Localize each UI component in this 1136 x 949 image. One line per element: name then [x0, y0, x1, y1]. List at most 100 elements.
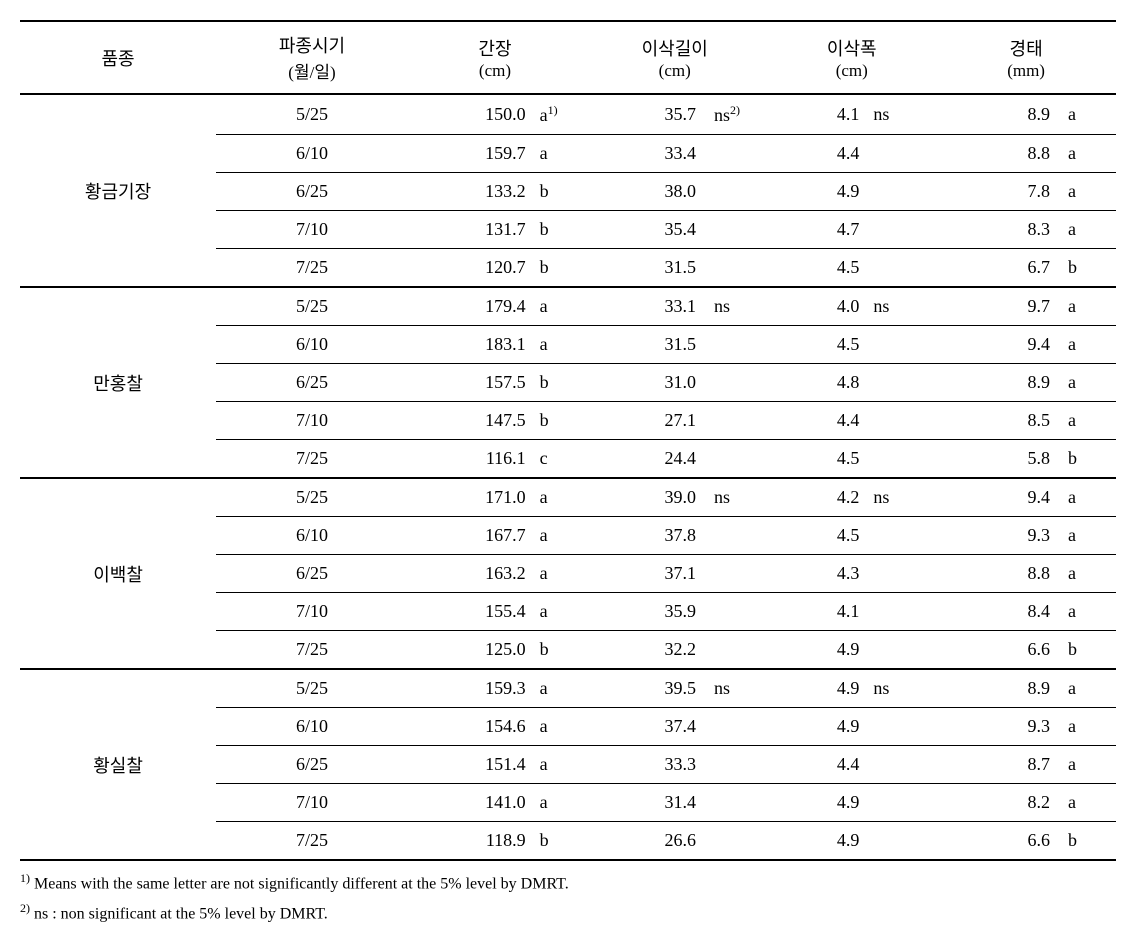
ear-width-sig [865, 593, 936, 631]
date-cell: 6/10 [216, 517, 408, 555]
ear-length-sig [702, 517, 767, 555]
ear-width-sig: ns [865, 94, 936, 135]
culm-sig: b [528, 822, 582, 861]
stem-value: 8.9 [936, 364, 1056, 402]
date-cell: 7/10 [216, 593, 408, 631]
ear-length-sig [702, 135, 767, 173]
ear-width-value: 4.5 [767, 440, 865, 479]
culm-sig: a [528, 326, 582, 364]
stem-value: 9.4 [936, 326, 1056, 364]
ear-width-sig: ns [865, 478, 936, 517]
ear-length-value: 39.0 [582, 478, 702, 517]
stem-value: 9.7 [936, 287, 1056, 326]
stem-value: 8.8 [936, 555, 1056, 593]
ear-width-value: 4.1 [767, 94, 865, 135]
culm-value: 120.7 [408, 249, 528, 288]
stem-value: 9.3 [936, 708, 1056, 746]
date-cell: 6/25 [216, 173, 408, 211]
stem-value: 8.3 [936, 211, 1056, 249]
culm-value: 163.2 [408, 555, 528, 593]
ear-width-sig [865, 402, 936, 440]
ear-length-value: 31.0 [582, 364, 702, 402]
ear-width-value: 4.9 [767, 784, 865, 822]
culm-sig: b [528, 631, 582, 670]
ear-length-value: 37.4 [582, 708, 702, 746]
stem-sig: a [1056, 478, 1116, 517]
ear-length-value: 31.5 [582, 326, 702, 364]
ear-length-sig [702, 631, 767, 670]
header-date-sub: (월/일) [220, 58, 404, 83]
ear-length-sig: ns2) [702, 94, 767, 135]
ear-length-value: 35.7 [582, 94, 702, 135]
ear-length-sig: ns [702, 669, 767, 708]
ear-length-value: 27.1 [582, 402, 702, 440]
date-cell: 5/25 [216, 669, 408, 708]
culm-sig: a [528, 555, 582, 593]
table-row: 이백찰5/25171.0a39.0ns4.2ns9.4a [20, 478, 1116, 517]
culm-sig: b [528, 211, 582, 249]
table-header: 품종 파종시기 (월/일) 간장 (cm) 이삭길이 (cm) 이삭폭 (cm) [20, 21, 1116, 94]
ear-length-sig [702, 822, 767, 861]
stem-sig: b [1056, 822, 1116, 861]
stem-value: 8.4 [936, 593, 1056, 631]
stem-sig: a [1056, 555, 1116, 593]
ear-width-sig [865, 364, 936, 402]
header-culm-label: 간장 [478, 39, 511, 59]
ear-length-sig [702, 249, 767, 288]
footnote-1-sup: 1) [20, 871, 30, 885]
header-stem-label: 경태 [1010, 39, 1043, 59]
ear-length-value: 31.5 [582, 249, 702, 288]
stem-sig: a [1056, 593, 1116, 631]
variety-cell: 만홍찰 [20, 287, 216, 478]
ear-width-value: 4.2 [767, 478, 865, 517]
stem-sig: b [1056, 440, 1116, 479]
ear-length-value: 31.4 [582, 784, 702, 822]
stem-value: 6.6 [936, 822, 1056, 861]
variety-cell: 황금기장 [20, 94, 216, 287]
data-table: 품종 파종시기 (월/일) 간장 (cm) 이삭길이 (cm) 이삭폭 (cm) [20, 20, 1116, 861]
culm-value: 159.3 [408, 669, 528, 708]
ear-width-value: 4.9 [767, 708, 865, 746]
ear-length-sig [702, 593, 767, 631]
stem-value: 8.7 [936, 746, 1056, 784]
culm-value: 157.5 [408, 364, 528, 402]
culm-value: 116.1 [408, 440, 528, 479]
date-cell: 7/25 [216, 631, 408, 670]
ear-width-sig [865, 173, 936, 211]
culm-value: 171.0 [408, 478, 528, 517]
ear-width-value: 4.8 [767, 364, 865, 402]
table-row: 황금기장5/25150.0a1)35.7ns2)4.1ns8.9a [20, 94, 1116, 135]
ear-length-value: 33.4 [582, 135, 702, 173]
date-cell: 7/25 [216, 249, 408, 288]
culm-sig: c [528, 440, 582, 479]
stem-sig: b [1056, 249, 1116, 288]
footnote-1: 1) Means with the same letter are not si… [20, 869, 1116, 897]
footnote-1-text: Means with the same letter are not signi… [30, 875, 569, 892]
header-ear-width: 이삭폭 (cm) [767, 21, 936, 94]
header-culm: 간장 (cm) [408, 21, 582, 94]
date-cell: 6/10 [216, 135, 408, 173]
stem-sig: a [1056, 708, 1116, 746]
culm-value: 147.5 [408, 402, 528, 440]
ear-width-value: 4.9 [767, 822, 865, 861]
footnote-2-sup: 2) [20, 901, 30, 915]
footnote-2-text: ns : non significant at the 5% level by … [30, 905, 328, 922]
culm-sig: a [528, 135, 582, 173]
ear-width-sig [865, 326, 936, 364]
stem-value: 7.8 [936, 173, 1056, 211]
ear-width-sig [865, 249, 936, 288]
ear-width-sig: ns [865, 287, 936, 326]
culm-value: 131.7 [408, 211, 528, 249]
ear-length-value: 26.6 [582, 822, 702, 861]
culm-sig: a [528, 478, 582, 517]
header-date-label: 파종시기 [279, 36, 345, 56]
table-container: 품종 파종시기 (월/일) 간장 (cm) 이삭길이 (cm) 이삭폭 (cm) [20, 20, 1116, 927]
stem-sig: a [1056, 402, 1116, 440]
ear-width-value: 4.9 [767, 173, 865, 211]
date-cell: 5/25 [216, 478, 408, 517]
culm-value: 167.7 [408, 517, 528, 555]
stem-value: 8.8 [936, 135, 1056, 173]
ear-width-sig [865, 746, 936, 784]
date-cell: 6/10 [216, 708, 408, 746]
ear-length-value: 32.2 [582, 631, 702, 670]
